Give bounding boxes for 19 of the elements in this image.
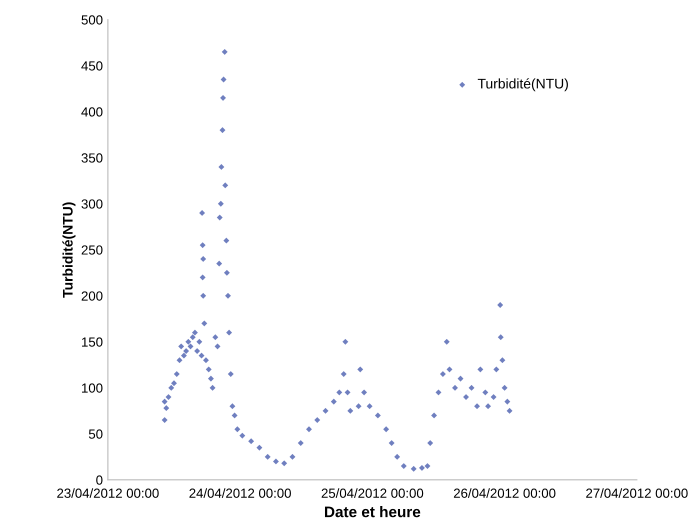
y-tick-label: 400 bbox=[81, 107, 103, 117]
y-tick-label: 100 bbox=[82, 383, 103, 393]
y-tick-label: 450 bbox=[81, 61, 103, 71]
x-tick-label: 23/04/2012 00:00 bbox=[57, 488, 159, 498]
y-tick-label: 50 bbox=[88, 429, 103, 439]
y-tick-label: 0 bbox=[96, 475, 103, 485]
y-tick-label: 500 bbox=[82, 15, 103, 25]
x-tick-label: 24/04/2012 00:00 bbox=[189, 488, 291, 498]
x-tick-label: 26/04/2012 00:00 bbox=[454, 488, 556, 498]
x-axis-title: Date et heure bbox=[324, 506, 420, 518]
legend-label: Turbidité(NTU) bbox=[478, 78, 568, 92]
x-tick-label: 25/04/2012 00:00 bbox=[322, 488, 424, 498]
x-tick-label: 27/04/2012 00:00 bbox=[586, 488, 688, 498]
y-axis-title: Turbidité(NTU) bbox=[62, 202, 76, 298]
y-tick-label: 150 bbox=[82, 337, 103, 347]
y-tick-label: 250 bbox=[82, 245, 103, 255]
y-tick-label: 300 bbox=[82, 199, 103, 209]
y-tick-label: 200 bbox=[82, 291, 103, 301]
y-tick-label: 350 bbox=[82, 153, 103, 163]
